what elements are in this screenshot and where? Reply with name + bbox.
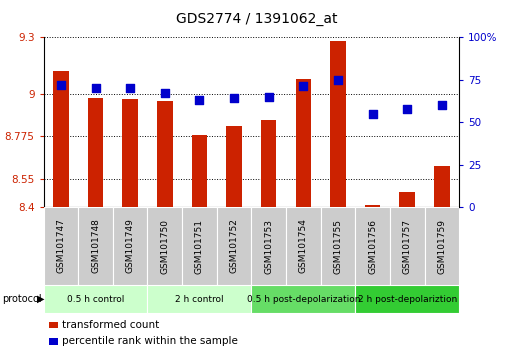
Bar xyxy=(157,101,172,207)
Bar xyxy=(88,98,103,207)
Point xyxy=(57,82,65,87)
Bar xyxy=(44,285,148,313)
Bar xyxy=(44,207,78,285)
Text: GSM101747: GSM101747 xyxy=(56,218,66,274)
Bar xyxy=(226,126,242,207)
Text: 0.5 h control: 0.5 h control xyxy=(67,295,124,304)
Bar xyxy=(53,71,69,207)
Point xyxy=(91,85,100,91)
Point xyxy=(265,94,273,99)
Text: GSM101750: GSM101750 xyxy=(160,218,169,274)
Bar xyxy=(434,166,449,207)
Text: GSM101754: GSM101754 xyxy=(299,218,308,274)
Bar xyxy=(251,207,286,285)
Text: GSM101751: GSM101751 xyxy=(195,218,204,274)
Bar xyxy=(123,99,138,207)
Text: GDS2774 / 1391062_at: GDS2774 / 1391062_at xyxy=(176,12,337,27)
Point xyxy=(230,96,238,101)
Bar xyxy=(355,207,390,285)
Text: GSM101748: GSM101748 xyxy=(91,218,100,274)
Text: GSM101756: GSM101756 xyxy=(368,218,377,274)
Bar xyxy=(286,207,321,285)
Bar xyxy=(295,79,311,207)
Text: GSM101759: GSM101759 xyxy=(437,218,446,274)
Text: GSM101753: GSM101753 xyxy=(264,218,273,274)
Point xyxy=(195,97,204,103)
Text: protocol: protocol xyxy=(3,294,42,304)
Bar xyxy=(390,207,424,285)
Point xyxy=(403,106,411,112)
Bar xyxy=(321,207,355,285)
Text: 2 h control: 2 h control xyxy=(175,295,224,304)
Text: transformed count: transformed count xyxy=(62,320,160,330)
Text: ▶: ▶ xyxy=(37,294,45,304)
Bar xyxy=(192,135,207,207)
Bar xyxy=(261,120,277,207)
Bar xyxy=(182,207,216,285)
Bar xyxy=(113,207,148,285)
Point xyxy=(368,111,377,116)
Bar xyxy=(365,205,380,207)
Text: 2 h post-depolariztion: 2 h post-depolariztion xyxy=(358,295,457,304)
Point xyxy=(161,90,169,96)
Bar xyxy=(78,207,113,285)
Text: GSM101755: GSM101755 xyxy=(333,218,343,274)
Point xyxy=(126,85,134,91)
Bar xyxy=(148,285,251,313)
Text: GSM101752: GSM101752 xyxy=(229,218,239,274)
Bar xyxy=(355,285,459,313)
Bar xyxy=(251,285,355,313)
Text: GSM101757: GSM101757 xyxy=(403,218,412,274)
Bar xyxy=(148,207,182,285)
Point xyxy=(438,102,446,108)
Text: 0.5 h post-depolarization: 0.5 h post-depolarization xyxy=(247,295,360,304)
Text: GSM101749: GSM101749 xyxy=(126,218,135,274)
Point xyxy=(334,77,342,82)
Point xyxy=(299,84,307,89)
Bar xyxy=(330,41,346,207)
Bar xyxy=(216,207,251,285)
Bar xyxy=(424,207,459,285)
Text: percentile rank within the sample: percentile rank within the sample xyxy=(62,336,238,347)
Bar xyxy=(400,192,415,207)
